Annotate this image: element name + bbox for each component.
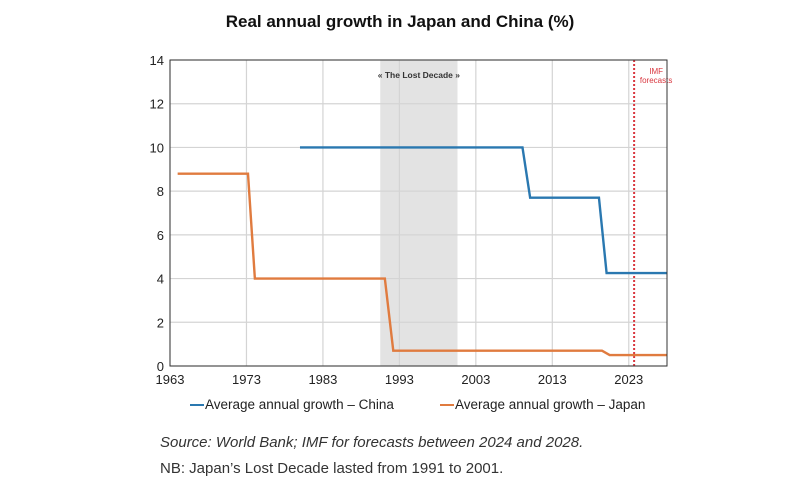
legend-item-japan: Average annual growth – Japan bbox=[440, 397, 645, 412]
x-tick-label: 2003 bbox=[461, 372, 490, 387]
x-tick-label: 1963 bbox=[156, 372, 185, 387]
x-tick-label: 2013 bbox=[538, 372, 567, 387]
x-tick-label: 1993 bbox=[385, 372, 414, 387]
y-tick-label: 4 bbox=[157, 272, 164, 287]
legend-item-china: Average annual growth – China bbox=[190, 397, 394, 412]
y-tick-label: 0 bbox=[157, 359, 164, 374]
x-tick-label: 1983 bbox=[308, 372, 337, 387]
series-line-china bbox=[299, 146, 667, 275]
y-tick-label: 10 bbox=[150, 140, 164, 155]
chart-title: Real annual growth in Japan and China (%… bbox=[225, 12, 575, 31]
nb-note: NB: Japan’s Lost Decade lasted from 1991… bbox=[160, 460, 504, 477]
x-tick-label: 2023 bbox=[614, 372, 643, 387]
legend-swatch-china bbox=[190, 403, 204, 406]
legend-label-china: Average annual growth – China bbox=[205, 397, 394, 412]
source-note: Source: World Bank; IMF for forecasts be… bbox=[160, 434, 584, 451]
y-tick-label: 8 bbox=[157, 184, 164, 199]
legend-label-japan: Average annual growth – Japan bbox=[455, 397, 646, 412]
y-tick-label: 2 bbox=[157, 315, 164, 330]
forecast-label-line1: IMF bbox=[649, 67, 663, 76]
legend-swatch-japan bbox=[440, 403, 454, 406]
forecast-label-line2: forecasts bbox=[640, 76, 672, 85]
y-tick-label: 14 bbox=[150, 53, 164, 68]
x-tick-label: 1973 bbox=[232, 372, 261, 387]
plot-frame bbox=[169, 59, 668, 367]
y-tick-label: 6 bbox=[157, 228, 164, 243]
y-tick-label: 12 bbox=[150, 97, 164, 112]
lost-decade-label: « The Lost Decade » bbox=[378, 70, 460, 80]
series-line-japan bbox=[177, 172, 667, 357]
lost-decade-shading bbox=[380, 60, 458, 366]
